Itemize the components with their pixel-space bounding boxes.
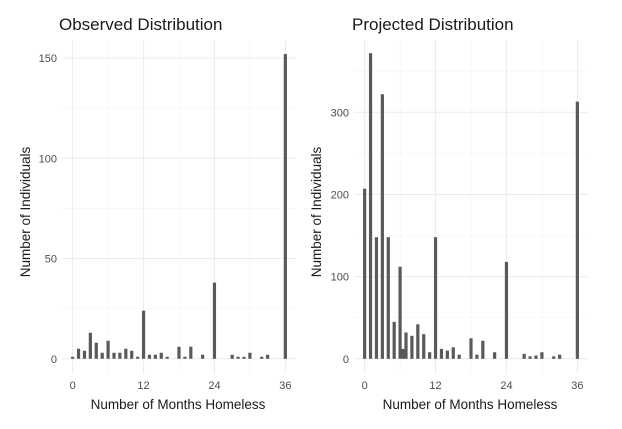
bar <box>236 356 240 359</box>
bar <box>82 350 87 359</box>
bar <box>183 356 187 359</box>
bar <box>368 53 373 359</box>
x-tick-label: 12 <box>137 380 149 392</box>
bar <box>118 352 122 359</box>
x-tick-label: 0 <box>70 380 76 392</box>
bar <box>433 237 438 359</box>
bar <box>248 352 252 359</box>
bar <box>380 94 384 359</box>
bar <box>363 188 367 359</box>
y-axis-label: Number of Individuals <box>309 146 324 277</box>
bar <box>439 348 444 359</box>
bar <box>528 356 532 359</box>
bars <box>71 54 287 359</box>
bar <box>88 332 92 359</box>
bar <box>141 310 146 359</box>
bar <box>401 348 405 359</box>
y-tick-label: 50 <box>45 254 57 266</box>
x-tick-label: 24 <box>500 380 512 392</box>
bar <box>445 350 449 359</box>
bar <box>457 354 461 359</box>
bar <box>416 324 420 359</box>
y-tick-label: 100 <box>331 272 349 284</box>
projected-distribution-panel: Projected Distribution Number of Months … <box>309 15 588 412</box>
bar <box>575 101 579 359</box>
bar <box>469 338 473 359</box>
y-tick-labels: 0 100 200 300 <box>331 107 349 365</box>
bar <box>165 356 169 359</box>
bar <box>212 282 217 359</box>
bars <box>363 53 579 359</box>
bar <box>386 237 390 359</box>
x-tick-labels: 0 12 24 36 <box>70 380 292 392</box>
bar <box>534 355 538 359</box>
bar <box>504 261 509 359</box>
bar <box>493 352 497 359</box>
bar <box>522 353 526 359</box>
bar <box>100 352 104 359</box>
bar <box>124 348 128 359</box>
bar <box>147 354 152 359</box>
bar <box>404 332 408 359</box>
y-tick-label: 0 <box>51 354 57 366</box>
bar <box>112 352 116 359</box>
x-tick-labels: 0 12 24 36 <box>362 380 584 392</box>
bar <box>475 354 479 359</box>
bar <box>189 346 193 359</box>
x-tick-label: 12 <box>429 380 441 392</box>
chart-title: Projected Distribution <box>352 15 514 34</box>
bar <box>540 352 544 359</box>
x-axis-label: Number of Months Homeless <box>383 397 558 412</box>
bar <box>71 356 75 359</box>
bar <box>392 321 396 359</box>
bar <box>481 340 485 359</box>
bar <box>153 354 157 359</box>
bar <box>94 342 98 359</box>
y-tick-label: 100 <box>39 153 57 165</box>
plot-grid <box>62 40 296 374</box>
x-tick-label: 24 <box>208 380 220 392</box>
bar <box>266 354 270 359</box>
bar <box>136 356 140 359</box>
bar <box>76 348 81 359</box>
bar <box>242 356 246 359</box>
x-tick-label: 0 <box>362 380 368 392</box>
y-axis-label: Number of Individuals <box>18 146 33 277</box>
y-tick-label: 200 <box>331 189 349 201</box>
y-tick-label: 0 <box>343 354 349 366</box>
bar <box>201 354 205 359</box>
bar <box>398 266 402 359</box>
bar <box>283 54 287 359</box>
bar <box>552 356 556 359</box>
x-axis-label: Number of Months Homeless <box>91 397 266 412</box>
bar <box>558 354 562 359</box>
chart-title: Observed Distribution <box>59 15 222 34</box>
bar <box>177 346 181 359</box>
x-tick-label: 36 <box>279 380 291 392</box>
bar <box>428 352 432 359</box>
y-tick-label: 300 <box>331 107 349 119</box>
bar <box>260 356 264 359</box>
y-tick-label: 150 <box>39 53 57 65</box>
bar <box>410 335 414 359</box>
y-tick-labels: 0 50 100 150 <box>39 53 57 366</box>
bar <box>451 347 455 359</box>
bar <box>106 340 110 359</box>
observed-distribution-panel: Observed Distribution Number of Months H… <box>18 15 296 412</box>
bar <box>374 237 379 359</box>
bar <box>230 354 234 359</box>
bar <box>422 334 426 359</box>
x-tick-label: 36 <box>571 380 583 392</box>
bar <box>130 350 134 359</box>
bar <box>159 352 163 359</box>
